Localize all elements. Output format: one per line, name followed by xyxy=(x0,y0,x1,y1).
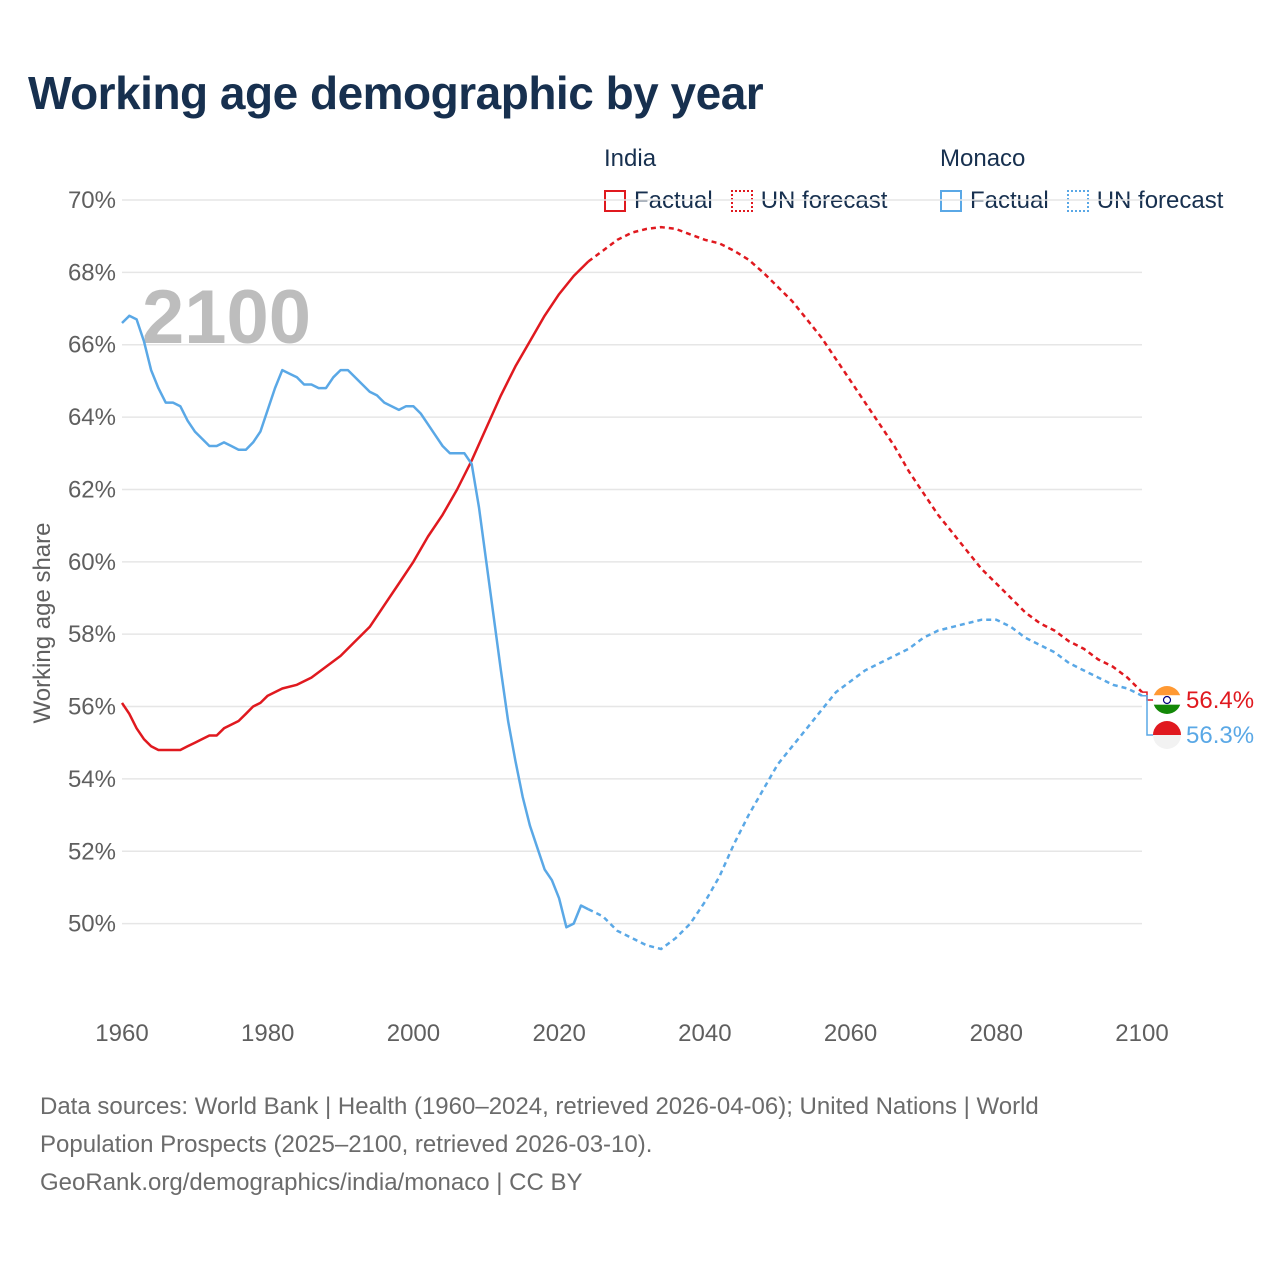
y-tick-label: 60% xyxy=(68,549,116,576)
y-tick-label: 52% xyxy=(68,838,116,865)
series-line-india-forecast[interactable] xyxy=(587,225,1143,693)
x-axis-ticks: 1960 1980 2000 2020 2040 2060 2080 2100 xyxy=(95,1020,1168,1047)
legend-swatch-dotted xyxy=(1066,190,1089,212)
end-value-label-india: 56.4% xyxy=(1186,687,1254,714)
grid-lines xyxy=(122,199,1142,925)
legend-swatch-solid xyxy=(604,190,626,212)
legend-swatch-dotted xyxy=(730,190,753,212)
legend-swatch-solid xyxy=(940,190,962,212)
x-tick-label: 2100 xyxy=(1115,1020,1168,1047)
end-value-label-monaco: 56.3% xyxy=(1186,722,1254,749)
footer-source-line-1: Data sources: World Bank | Health (1960–… xyxy=(40,1093,1039,1120)
series-lines xyxy=(120,225,1143,951)
x-tick-label: 2000 xyxy=(387,1020,440,1047)
year-watermark: 2100 xyxy=(142,275,311,360)
series-line-monaco-factual[interactable] xyxy=(121,314,589,929)
series-line-monaco-forecast[interactable] xyxy=(587,618,1143,951)
x-tick-label: 1960 xyxy=(95,1020,148,1047)
y-tick-label: 64% xyxy=(68,404,116,431)
y-tick-label: 54% xyxy=(68,766,116,793)
end-connector xyxy=(1142,694,1154,736)
y-tick-label: 50% xyxy=(68,911,116,938)
x-tick-label: 2040 xyxy=(678,1020,731,1047)
y-tick-label: 68% xyxy=(68,259,116,286)
footer-attribution[interactable]: GeoRank.org/demographics/india/monaco | … xyxy=(40,1169,583,1196)
y-tick-label: 56% xyxy=(68,694,116,721)
footer-source-line-2: Population Prospects (2025–2100, retriev… xyxy=(40,1131,653,1158)
footer: Data sources: World Bank | Health (1960–… xyxy=(40,1088,1220,1202)
monaco-flag-icon xyxy=(1153,721,1181,749)
y-tick-label: 58% xyxy=(68,621,116,648)
x-tick-label: 2080 xyxy=(970,1020,1023,1047)
x-tick-label: 2060 xyxy=(824,1020,877,1047)
end-markers: 56.4% 56.3% xyxy=(1142,686,1254,749)
legend-group-name: Monaco xyxy=(940,145,1026,172)
y-axis-label: Working age share xyxy=(29,523,56,724)
india-flag-icon xyxy=(1153,686,1181,714)
legend-group-name: India xyxy=(604,145,657,172)
y-tick-label: 62% xyxy=(68,476,116,503)
y-tick-label: 70% xyxy=(68,187,116,214)
x-tick-label: 1980 xyxy=(241,1020,294,1047)
line-chart: 50%52%54%56%58%60%62%64%66%68%70% 1960 19… xyxy=(29,187,1254,1047)
y-axis-ticks: 50% 52% 54% 56% 58% 60% 62% 64% 66% 68% 70% xyxy=(68,187,116,938)
chart-title: Working age demographic by year xyxy=(28,67,764,119)
x-tick-label: 2020 xyxy=(532,1020,585,1047)
y-tick-label: 66% xyxy=(68,332,116,359)
series-line-india-factual[interactable] xyxy=(120,260,590,752)
